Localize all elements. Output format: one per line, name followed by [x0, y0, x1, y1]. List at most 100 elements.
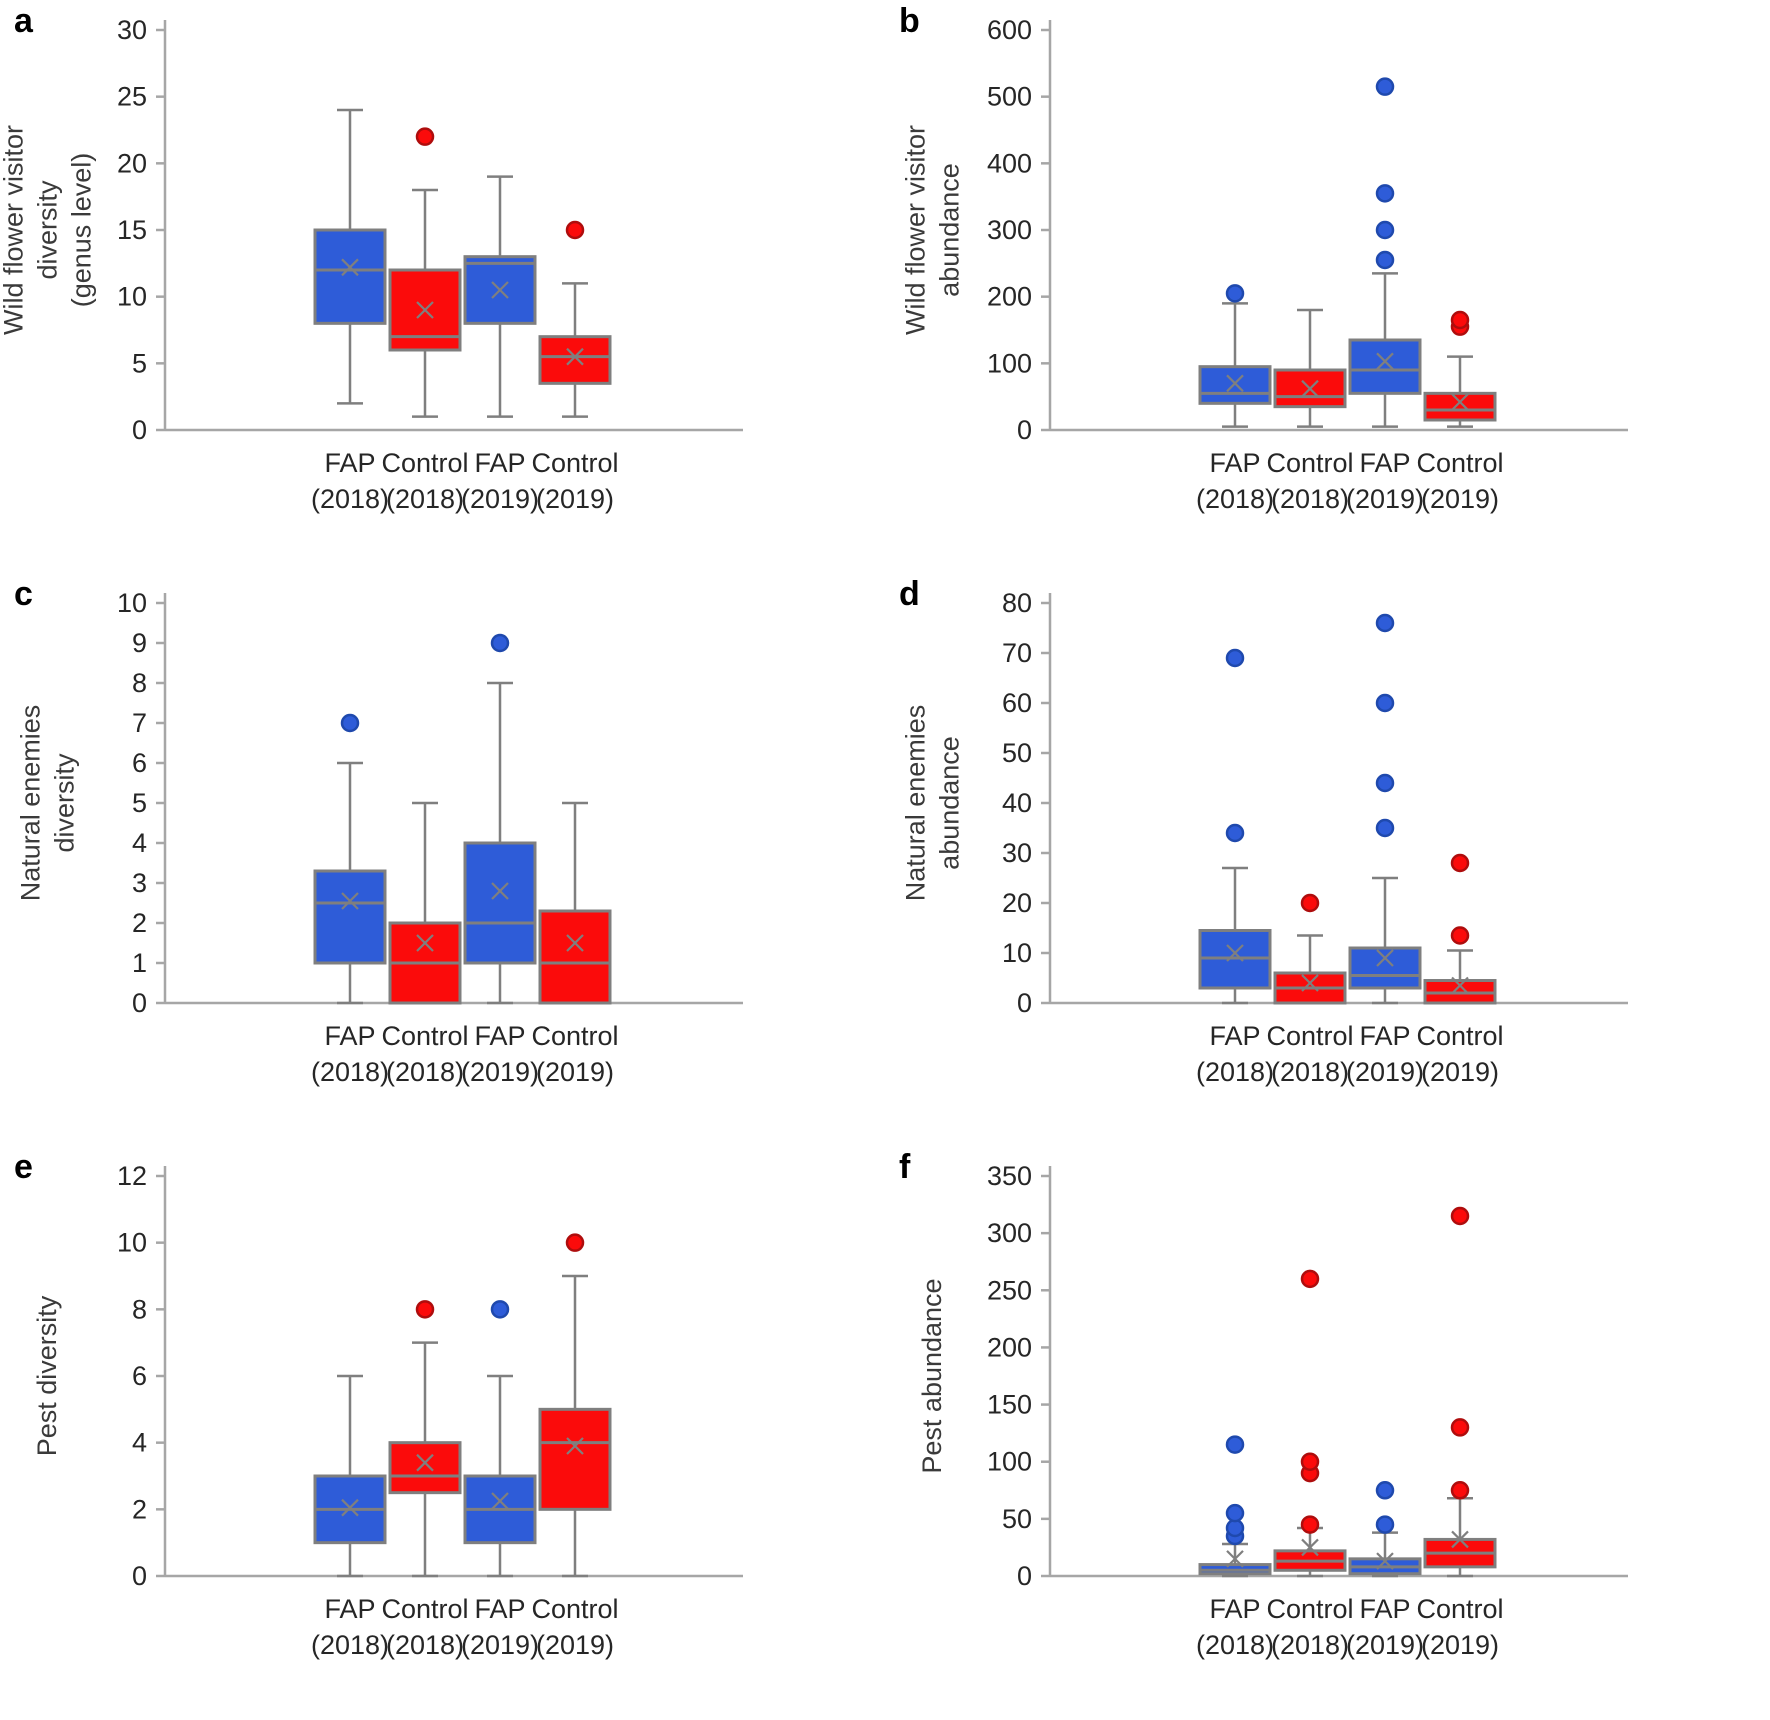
- svg-text:(2018): (2018): [311, 1630, 389, 1660]
- svg-text:0: 0: [132, 415, 147, 445]
- boxplot-chart-f: 0 50 100 150 200 250 300 350 FAP (2018) Control (20…: [987, 1161, 1628, 1660]
- svg-text:FAP: FAP: [474, 448, 525, 478]
- svg-text:(2019): (2019): [1421, 1057, 1499, 1087]
- svg-text:100: 100: [987, 348, 1032, 378]
- svg-text:(2018): (2018): [1271, 1630, 1349, 1660]
- svg-text:(2019): (2019): [536, 1630, 614, 1660]
- panel-letter-e: e: [14, 1148, 33, 1186]
- svg-text:80: 80: [1002, 588, 1032, 618]
- svg-text:Control: Control: [381, 448, 468, 478]
- svg-text:3: 3: [132, 868, 147, 898]
- y-axis-label-e: Pest diversity: [32, 1295, 63, 1457]
- panel-f: 0 50 100 150 200 250 300 350 FAP (2018) Control (20…: [885, 1146, 1770, 1719]
- svg-text:2: 2: [132, 908, 147, 938]
- svg-text:600: 600: [987, 15, 1032, 45]
- svg-text:FAP: FAP: [1359, 448, 1410, 478]
- svg-text:5: 5: [132, 788, 147, 818]
- y-axis-label-c: Natural enemies diversity: [15, 704, 79, 902]
- svg-text:5: 5: [132, 348, 147, 378]
- svg-text:(2018): (2018): [386, 484, 464, 514]
- svg-text:(2018): (2018): [386, 1630, 464, 1660]
- svg-text:FAP: FAP: [474, 1594, 525, 1624]
- svg-text:60: 60: [1002, 688, 1032, 718]
- svg-text:10: 10: [117, 588, 147, 618]
- boxplot-chart-a: 0 5 10 15 20 25 30 FAP (2018) Control (2018) FAP (20…: [117, 15, 743, 514]
- svg-text:6: 6: [132, 1361, 147, 1391]
- svg-text:10: 10: [117, 282, 147, 312]
- panel-c: 0 1 2 3 4 5 6 7 8 9 10 FAP (2018) Control (2018) FAP (20…: [0, 573, 885, 1146]
- svg-text:FAP: FAP: [1209, 448, 1260, 478]
- svg-text:50: 50: [1002, 1504, 1032, 1534]
- svg-text:250: 250: [987, 1275, 1032, 1305]
- svg-text:(2018): (2018): [1196, 484, 1274, 514]
- svg-text:Control: Control: [1266, 448, 1353, 478]
- svg-text:Control: Control: [1266, 1594, 1353, 1624]
- svg-text:0: 0: [1017, 415, 1032, 445]
- svg-text:(2019): (2019): [1346, 484, 1424, 514]
- svg-text:FAP: FAP: [1209, 1594, 1260, 1624]
- y-axis-label-b: Wild flower visitor abundance: [900, 124, 964, 336]
- svg-text:(2018): (2018): [311, 484, 389, 514]
- svg-text:200: 200: [987, 282, 1032, 312]
- svg-text:Control: Control: [1416, 1021, 1503, 1051]
- svg-text:25: 25: [117, 82, 147, 112]
- svg-text:Control: Control: [381, 1594, 468, 1624]
- svg-text:8: 8: [132, 668, 147, 698]
- svg-text:10: 10: [1002, 938, 1032, 968]
- svg-text:Control: Control: [381, 1021, 468, 1051]
- svg-text:FAP: FAP: [324, 1021, 375, 1051]
- panel-letter-d: d: [899, 575, 920, 613]
- svg-text:30: 30: [117, 15, 147, 45]
- svg-text:300: 300: [987, 215, 1032, 245]
- panel-letter-a: a: [14, 2, 33, 40]
- svg-text:(2019): (2019): [1346, 1057, 1424, 1087]
- svg-text:(2019): (2019): [536, 484, 614, 514]
- svg-text:50: 50: [1002, 738, 1032, 768]
- svg-text:9: 9: [132, 628, 147, 658]
- boxplot-chart-b: 0 100 200 300 400 500 600 FAP (2018) Control (2018…: [987, 15, 1628, 514]
- y-axis-label-a: Wild flower visitor diversity (genus lev…: [0, 124, 96, 336]
- boxplot-chart-e: 0 2 4 6 8 10 12 FAP (2018) Control (2018) FAP (2019)…: [117, 1161, 743, 1660]
- svg-text:15: 15: [117, 215, 147, 245]
- panel-e: 0 2 4 6 8 10 12 FAP (2018) Control (2018) FAP (2019)…: [0, 1146, 885, 1719]
- svg-text:0: 0: [1017, 1561, 1032, 1591]
- svg-text:(2019): (2019): [461, 1057, 539, 1087]
- svg-text:(2018): (2018): [1196, 1057, 1274, 1087]
- svg-text:FAP: FAP: [1359, 1021, 1410, 1051]
- svg-text:30: 30: [1002, 838, 1032, 868]
- svg-text:(2018): (2018): [1196, 1630, 1274, 1660]
- svg-text:FAP: FAP: [1209, 1021, 1260, 1051]
- svg-text:0: 0: [1017, 988, 1032, 1018]
- svg-text:FAP: FAP: [1359, 1594, 1410, 1624]
- panel-d: 0 10 20 30 40 50 60 70 80 FAP (2018) Control (2018) F…: [885, 573, 1770, 1146]
- svg-text:Control: Control: [531, 1021, 618, 1051]
- svg-text:4: 4: [132, 828, 147, 858]
- svg-text:150: 150: [987, 1390, 1032, 1420]
- boxplot-chart-c: 0 1 2 3 4 5 6 7 8 9 10 FAP (2018) Control (2018) FAP (20…: [117, 588, 743, 1087]
- panel-letter-b: b: [899, 2, 920, 40]
- svg-text:100: 100: [987, 1447, 1032, 1477]
- y-axis-label-f: Pest abundance: [917, 1278, 948, 1474]
- svg-text:Control: Control: [1416, 1594, 1503, 1624]
- svg-text:70: 70: [1002, 638, 1032, 668]
- svg-text:200: 200: [987, 1332, 1032, 1362]
- svg-text:6: 6: [132, 748, 147, 778]
- svg-text:0: 0: [132, 988, 147, 1018]
- svg-text:300: 300: [987, 1218, 1032, 1248]
- svg-text:(2018): (2018): [386, 1057, 464, 1087]
- svg-text:(2019): (2019): [1421, 1630, 1499, 1660]
- svg-text:1: 1: [132, 948, 147, 978]
- svg-text:FAP: FAP: [324, 448, 375, 478]
- svg-text:(2019): (2019): [1346, 1630, 1424, 1660]
- svg-text:Control: Control: [1266, 1021, 1353, 1051]
- svg-text:500: 500: [987, 82, 1032, 112]
- svg-text:(2019): (2019): [1421, 484, 1499, 514]
- svg-text:40: 40: [1002, 788, 1032, 818]
- panel-b: 0 100 200 300 400 500 600 FAP (2018) Control (2018…: [885, 0, 1770, 573]
- y-axis-label-d: Natural enemies abundance: [900, 704, 964, 902]
- svg-text:12: 12: [117, 1161, 147, 1191]
- svg-text:10: 10: [117, 1228, 147, 1258]
- svg-text:Control: Control: [1416, 448, 1503, 478]
- svg-text:(2018): (2018): [1271, 1057, 1349, 1087]
